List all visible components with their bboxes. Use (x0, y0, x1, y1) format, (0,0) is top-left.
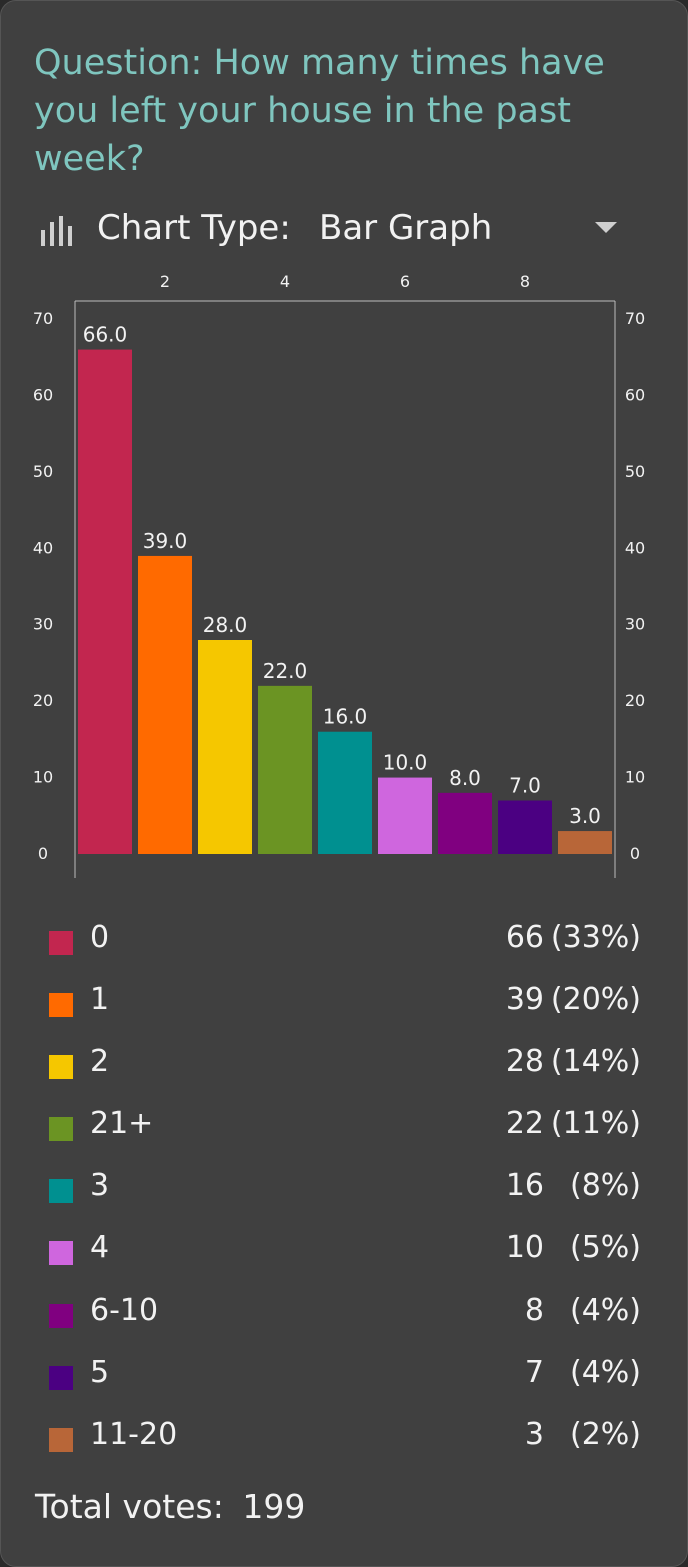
legend-row: 1 39 (20%) (49, 972, 641, 1034)
legend-label: 0 (90, 920, 110, 955)
question-title: Question: How many times have you left y… (34, 43, 605, 179)
legend-label: 5 (90, 1354, 110, 1390)
legend-count: 39 (505, 982, 544, 1018)
bar-value-label: 28.0 (203, 613, 248, 637)
legend-swatch (49, 1427, 73, 1452)
legend-label: 21+ (90, 1106, 154, 1142)
caret-down-icon[interactable] (595, 222, 617, 233)
x-tick-label: 2 (160, 272, 170, 291)
legend: 0 66 (33%) 1 39 (20%) 2 28 (14%) 21+ 22 (11%) 3 16 (8%… (49, 910, 641, 1469)
bar-value-label: 8.0 (449, 766, 481, 790)
y-tick-label-right: 0 (630, 844, 640, 863)
legend-swatch (49, 1055, 73, 1080)
bar-value-label: 39.0 (143, 529, 188, 553)
y-tick-label-left: 20 (33, 691, 53, 710)
legend-percent: (20%) (550, 982, 641, 1018)
bar-0 (78, 349, 132, 854)
total-votes-value: 199 (242, 1487, 306, 1526)
y-tick-label-right: 20 (625, 691, 645, 710)
legend-count: 10 (505, 1230, 544, 1266)
bar-value-label: 16.0 (323, 705, 368, 729)
bar-1 (138, 555, 192, 854)
legend-label: 4 (90, 1230, 110, 1266)
y-tick-label-right: 10 (625, 768, 645, 787)
legend-count: 7 (524, 1354, 544, 1390)
chart-type-selector[interactable]: Chart Type: Bar Graph (39, 204, 659, 254)
legend-swatch (49, 1241, 73, 1266)
bar-value-label: 66.0 (83, 323, 128, 347)
legend-label: 3 (90, 1168, 110, 1204)
x-tick-label: 6 (400, 272, 410, 291)
legend-row: 21+ 22 (11%) (49, 1096, 641, 1158)
bar-chart: 0 0 10 10 20 20 30 30 40 40 50 50 60 60 70 70 2 4 6 8 66.0 39… (33, 272, 645, 878)
bar-21+ (258, 685, 312, 854)
bar-value-label: 7.0 (509, 774, 541, 798)
legend-swatch (49, 1179, 73, 1204)
bar-value-label: 22.0 (263, 659, 308, 683)
legend-label: 6-10 (90, 1292, 159, 1328)
bar-5 (498, 800, 552, 854)
legend-label: 1 (90, 982, 110, 1018)
y-tick-label-right: 40 (625, 538, 645, 557)
legend-percent: (2%) (569, 1416, 641, 1452)
y-tick-label-left: 0 (38, 844, 48, 863)
legend-percent: (8%) (569, 1168, 641, 1204)
bar-3 (318, 731, 372, 854)
legend-percent: (14%) (550, 1044, 641, 1080)
legend-row: 4 10 (5%) (49, 1220, 641, 1282)
legend-percent: (4%) (569, 1354, 641, 1390)
legend-percent: (33%) (550, 920, 641, 955)
y-tick-label-right: 50 (625, 462, 645, 481)
y-tick-label-right: 70 (625, 309, 645, 328)
legend-percent: (5%) (569, 1230, 641, 1266)
bar-4 (378, 777, 432, 854)
bar-6-10 (438, 792, 492, 854)
total-votes-label: Total votes: (35, 1487, 224, 1526)
chart-type-value[interactable]: Bar Graph (319, 208, 493, 248)
y-tick-label-left: 60 (33, 385, 53, 404)
legend-row: 3 16 (8%) (49, 1158, 641, 1220)
y-tick-label-right: 30 (625, 615, 645, 634)
legend-row: 2 28 (14%) (49, 1034, 641, 1096)
legend-row: 5 7 (4%) (49, 1345, 641, 1407)
legend-count: 66 (505, 920, 544, 955)
x-tick-label: 4 (280, 272, 290, 291)
legend-label: 2 (90, 1044, 110, 1080)
legend-row: 0 66 (33%) (49, 910, 641, 972)
legend-count: 8 (524, 1292, 544, 1328)
y-tick-label-left: 70 (33, 309, 53, 328)
y-tick-label-left: 40 (33, 538, 53, 557)
y-tick-label-right: 60 (625, 385, 645, 404)
legend-count: 3 (524, 1416, 544, 1452)
legend-swatch (49, 993, 73, 1018)
bar-11-20 (558, 831, 612, 854)
legend-swatch (49, 1303, 73, 1328)
bar-value-label: 3.0 (569, 804, 601, 828)
y-tick-label-left: 10 (33, 768, 53, 787)
bar-chart-icon (41, 216, 72, 246)
legend-count: 16 (505, 1168, 544, 1204)
legend-count: 28 (505, 1044, 544, 1080)
y-tick-label-left: 50 (33, 462, 53, 481)
legend-count: 22 (505, 1106, 544, 1142)
total-votes: Total votes: 199 (35, 1487, 313, 1526)
chart-type-label: Chart Type: (97, 208, 291, 248)
legend-row: 11-20 3 (2%) (49, 1407, 641, 1469)
y-tick-label-left: 30 (33, 615, 53, 634)
legend-label: 11-20 (90, 1416, 178, 1452)
legend-swatch (49, 1117, 73, 1142)
legend-swatch (49, 931, 73, 955)
x-tick-label: 8 (520, 272, 530, 291)
legend-row: 6-10 8 (4%) (49, 1283, 641, 1345)
legend-swatch (49, 1365, 73, 1390)
bar-value-label: 10.0 (383, 751, 428, 775)
legend-percent: (11%) (550, 1106, 641, 1142)
bar-2 (198, 640, 252, 854)
legend-percent: (4%) (569, 1292, 641, 1328)
